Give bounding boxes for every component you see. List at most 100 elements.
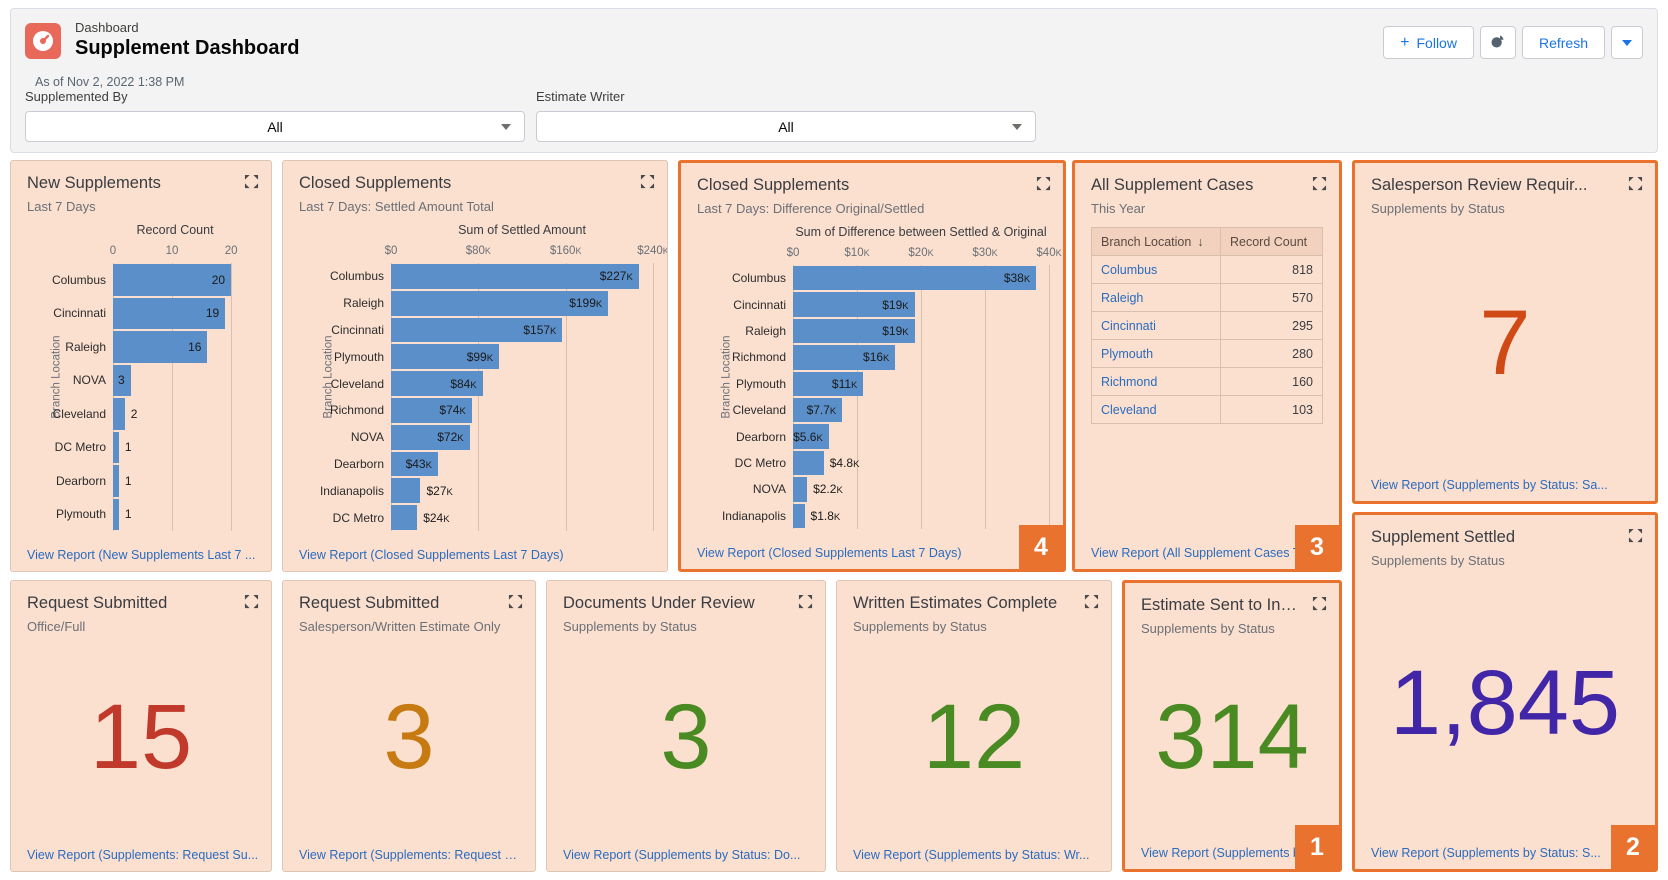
bar-row[interactable]: NOVA $2.2K	[753, 476, 1049, 502]
expand-icon[interactable]	[1084, 594, 1099, 609]
expand-icon[interactable]	[1628, 528, 1643, 543]
view-report-link[interactable]: View Report (Supplements by Status: Wr..…	[853, 848, 1090, 862]
column-header-branch-location[interactable]: Branch Location ↓	[1091, 227, 1221, 256]
view-report-link[interactable]: View Report (Supplements by Status: Do..…	[563, 848, 801, 862]
refresh-button[interactable]: Refresh	[1521, 26, 1605, 59]
bar-row[interactable]: Cincinnati 19	[53, 297, 237, 331]
bar[interactable]	[391, 451, 438, 477]
table-row[interactable]: Cincinnati 295	[1091, 311, 1323, 340]
bar[interactable]	[391, 397, 472, 423]
bar[interactable]	[391, 264, 639, 289]
cell-branch-location[interactable]: Columbus	[1091, 255, 1221, 284]
expand-icon[interactable]	[798, 594, 813, 609]
view-report-link[interactable]: View Report (Closed Supplements Last 7 D…	[299, 548, 564, 562]
panel-new-supplements[interactable]: New Supplements Last 7 Days Record Count…	[10, 160, 272, 572]
cell-branch-location[interactable]: Richmond	[1091, 367, 1221, 396]
cell-branch-location[interactable]: Cincinnati	[1091, 311, 1221, 340]
filter-dropdown-estimate-writer[interactable]: All	[536, 111, 1036, 142]
follow-button[interactable]: + Follow	[1383, 26, 1474, 59]
panel-closed-supplements-difference[interactable]: Closed Supplements Last 7 Days: Differen…	[678, 160, 1066, 572]
bar-row[interactable]: NOVA 3	[73, 364, 237, 398]
cell-branch-location[interactable]: Cleveland	[1091, 395, 1221, 424]
bar-row[interactable]: Columbus $38K	[732, 265, 1049, 291]
table-row[interactable]: Richmond 160	[1091, 367, 1323, 396]
column-header-record-count[interactable]: Record Count	[1220, 227, 1323, 256]
bar[interactable]	[391, 344, 500, 370]
bar[interactable]	[793, 318, 915, 344]
panel-closed-supplements-settled[interactable]: Closed Supplements Last 7 Days: Settled …	[282, 160, 668, 572]
bar-row[interactable]: Columbus 20	[52, 263, 237, 297]
expand-icon[interactable]	[640, 174, 655, 189]
bar-row[interactable]: Cincinnati $157K	[331, 317, 653, 344]
table-row[interactable]: Plymouth 280	[1091, 339, 1323, 368]
bar[interactable]	[793, 397, 843, 423]
bar[interactable]	[391, 478, 421, 504]
more-actions-button[interactable]	[1611, 26, 1643, 59]
bar-row[interactable]: Plymouth 1	[56, 498, 237, 532]
panel-all-supplement-cases[interactable]: All Supplement Cases This Year Branch Lo…	[1072, 160, 1342, 572]
bar-row[interactable]: Dearborn $43K	[334, 451, 653, 478]
bar-row[interactable]: Dearborn 1	[56, 464, 237, 498]
bar-row[interactable]: Richmond $74K	[330, 397, 653, 424]
view-report-link[interactable]: View Report (Closed Supplements Last 7 D…	[697, 546, 962, 560]
expand-icon[interactable]	[1312, 176, 1327, 191]
bar-row[interactable]: DC Metro $4.8K	[735, 450, 1049, 476]
bar[interactable]	[391, 290, 609, 316]
panel-request-submitted-salesperson[interactable]: Request Submitted Salesperson/Written Es…	[282, 580, 536, 872]
bar[interactable]	[391, 505, 418, 530]
bar[interactable]	[113, 465, 119, 497]
bar-row[interactable]: Indianapolis $27K	[320, 477, 653, 504]
table-row[interactable]: Columbus 818	[1091, 255, 1323, 284]
view-report-link[interactable]: View Report (Supplements: Request Su...	[299, 848, 523, 862]
panel-request-submitted-office[interactable]: Request Submitted Office/Full 15 View Re…	[10, 580, 272, 872]
bar-row[interactable]: Columbus $227K	[330, 263, 653, 290]
bar[interactable]	[113, 297, 226, 329]
expand-icon[interactable]	[508, 594, 523, 609]
bar[interactable]	[793, 266, 1037, 291]
expand-icon[interactable]	[244, 174, 259, 189]
bar[interactable]	[793, 424, 829, 449]
table-row[interactable]: Cleveland 103	[1091, 395, 1323, 424]
bar-row[interactable]: Raleigh $199K	[343, 290, 653, 317]
bar[interactable]	[391, 371, 483, 396]
bar[interactable]	[793, 450, 824, 476]
bar-row[interactable]: DC Metro $24K	[333, 504, 653, 531]
bar[interactable]	[793, 371, 864, 396]
bar[interactable]	[113, 331, 208, 363]
bar-row[interactable]: Cleveland $84K	[331, 370, 653, 397]
bar-row[interactable]: Plymouth $99K	[334, 343, 653, 370]
expand-icon[interactable]	[1036, 176, 1051, 191]
bar[interactable]	[793, 345, 896, 370]
bar-row[interactable]: Dearborn $5.6K	[736, 423, 1049, 449]
panel-salesperson-review-required[interactable]: Salesperson Review Requir... Supplements…	[1352, 160, 1658, 504]
bar-row[interactable]: Cleveland 2	[53, 397, 237, 431]
bar[interactable]	[793, 503, 805, 528]
panel-documents-under-review[interactable]: Documents Under Review Supplements by St…	[546, 580, 826, 872]
bar-row[interactable]: Plymouth $11K	[736, 371, 1049, 397]
panel-estimate-sent-to-insurance[interactable]: Estimate Sent to Insurance Supplements b…	[1122, 580, 1342, 872]
bar-row[interactable]: Richmond $16K	[732, 344, 1049, 370]
bar-row[interactable]: Cleveland $7.7K	[733, 397, 1049, 423]
bar[interactable]	[113, 364, 131, 396]
bar-row[interactable]: DC Metro 1	[55, 431, 237, 465]
bar-row[interactable]: Raleigh $19K	[745, 318, 1049, 344]
view-report-link[interactable]: View Report (All Supplement Cases T...	[1091, 546, 1310, 560]
subscribe-button[interactable]	[1479, 26, 1516, 59]
bar[interactable]	[113, 431, 119, 463]
bar[interactable]	[391, 424, 470, 450]
bar-row[interactable]: Indianapolis $1.8K	[722, 503, 1049, 529]
panel-supplement-settled[interactable]: Supplement Settled Supplements by Status…	[1352, 512, 1658, 872]
bar-row[interactable]: Raleigh 16	[65, 330, 237, 364]
bar[interactable]	[793, 477, 808, 502]
expand-icon[interactable]	[1628, 176, 1643, 191]
bar-row[interactable]: NOVA $72K	[351, 424, 653, 451]
bar[interactable]	[113, 498, 119, 530]
view-report-link[interactable]: View Report (Supplements by Status: Sa..…	[1371, 478, 1608, 492]
view-report-link[interactable]: View Report (Supplements: Request Su...	[27, 848, 259, 862]
view-report-link[interactable]: View Report (Supplements by Status: S...	[1371, 846, 1601, 860]
cell-branch-location[interactable]: Raleigh	[1091, 283, 1221, 312]
view-report-link[interactable]: View Report (New Supplements Last 7 ...	[27, 548, 256, 562]
bar[interactable]	[113, 398, 125, 430]
bar[interactable]	[391, 317, 563, 343]
cell-branch-location[interactable]: Plymouth	[1091, 339, 1221, 368]
